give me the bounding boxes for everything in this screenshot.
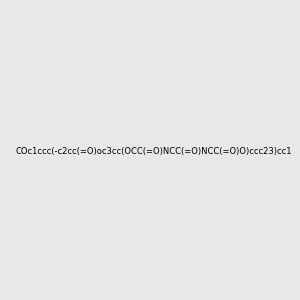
Text: COc1ccc(-c2cc(=O)oc3cc(OCC(=O)NCC(=O)NCC(=O)O)ccc23)cc1: COc1ccc(-c2cc(=O)oc3cc(OCC(=O)NCC(=O)NCC… [16, 147, 292, 156]
